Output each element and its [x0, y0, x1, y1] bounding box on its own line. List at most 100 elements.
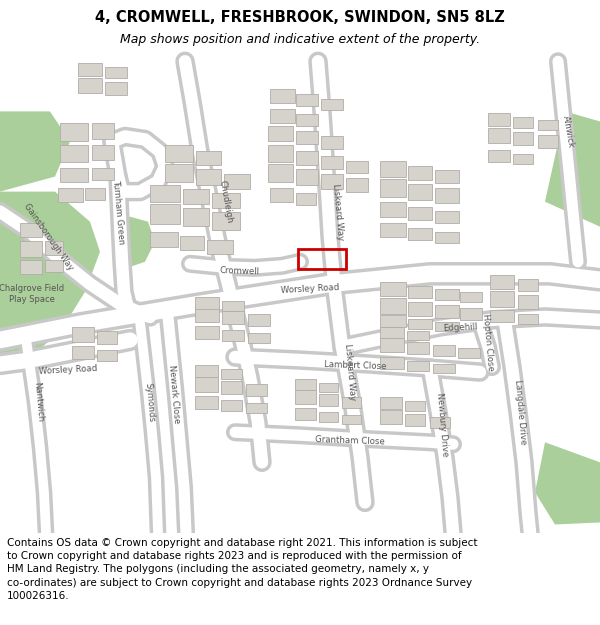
Bar [458, 348, 480, 358]
Bar [97, 331, 117, 344]
Bar [435, 289, 459, 300]
Bar [105, 68, 127, 78]
Bar [380, 410, 402, 424]
Bar [92, 168, 114, 179]
Bar [246, 384, 267, 396]
Bar [195, 297, 219, 309]
Bar [435, 305, 459, 318]
Bar [321, 136, 343, 149]
Bar [435, 169, 459, 182]
Bar [270, 109, 295, 123]
Bar [408, 184, 432, 199]
Bar [380, 222, 406, 237]
Text: Langdale Drive: Langdale Drive [512, 379, 527, 445]
Bar [538, 121, 558, 131]
Bar [268, 146, 293, 161]
Bar [319, 394, 338, 406]
Bar [380, 202, 406, 217]
Bar [380, 282, 406, 296]
Bar [248, 333, 270, 343]
Text: Alnwick: Alnwick [561, 114, 575, 148]
Bar [196, 169, 221, 184]
Bar [380, 397, 402, 409]
Bar [408, 207, 432, 219]
Bar [195, 307, 219, 322]
Text: Newark Close: Newark Close [167, 364, 181, 424]
Bar [408, 166, 432, 179]
Bar [405, 414, 425, 426]
Bar [196, 151, 221, 164]
Bar [342, 415, 361, 424]
Bar [20, 222, 42, 237]
Bar [518, 314, 538, 324]
Bar [221, 400, 242, 411]
Bar [408, 228, 432, 240]
Bar [60, 123, 88, 141]
Bar [212, 212, 240, 230]
Bar [407, 361, 429, 371]
Text: Worsley Road: Worsley Road [281, 283, 340, 295]
Text: Liskeard Way: Liskeard Way [343, 343, 357, 401]
Bar [295, 408, 316, 420]
Bar [183, 208, 209, 226]
Bar [150, 232, 178, 247]
Bar [490, 310, 514, 322]
Bar [296, 131, 318, 144]
Bar [268, 164, 293, 182]
Bar [221, 369, 242, 379]
Bar [538, 136, 558, 148]
Bar [45, 260, 63, 272]
Bar [321, 174, 343, 189]
Bar [78, 78, 102, 93]
Bar [433, 345, 455, 356]
Bar [165, 164, 193, 182]
Bar [295, 379, 316, 390]
Text: Chudleigh: Chudleigh [218, 179, 234, 224]
Bar [407, 331, 429, 340]
Bar [380, 161, 406, 177]
Bar [72, 327, 94, 342]
Bar [296, 151, 318, 164]
Bar [518, 279, 538, 291]
Bar [221, 381, 242, 394]
Polygon shape [0, 111, 70, 192]
Text: 4, CROMWELL, FRESHBROOK, SWINDON, SN5 8LZ: 4, CROMWELL, FRESHBROOK, SWINDON, SN5 8L… [95, 10, 505, 25]
Bar [460, 292, 482, 302]
Text: Nantwich: Nantwich [32, 382, 44, 423]
Bar [435, 188, 459, 202]
Bar [488, 149, 510, 161]
Bar [405, 401, 425, 411]
Text: Gainsborough Way: Gainsborough Way [22, 202, 74, 272]
Polygon shape [0, 192, 100, 362]
Text: Hopton Close: Hopton Close [481, 313, 495, 371]
Bar [342, 397, 361, 408]
Polygon shape [115, 217, 155, 267]
Bar [20, 260, 42, 274]
Bar [295, 390, 316, 404]
Bar [435, 322, 459, 331]
Bar [195, 326, 219, 339]
Bar [490, 291, 514, 307]
Text: Chalgrove Field
Play Space: Chalgrove Field Play Space [0, 284, 65, 304]
Bar [105, 82, 127, 96]
Bar [296, 192, 316, 204]
Bar [380, 338, 404, 352]
Bar [270, 89, 295, 103]
Bar [298, 249, 346, 269]
Bar [321, 156, 343, 169]
Bar [430, 418, 450, 428]
Bar [513, 132, 533, 146]
Bar [296, 94, 318, 106]
Bar [513, 154, 533, 164]
Bar [248, 314, 270, 326]
Bar [380, 327, 404, 338]
Text: Lambert Close: Lambert Close [323, 361, 386, 372]
Bar [183, 189, 209, 204]
Bar [165, 146, 193, 161]
Polygon shape [545, 111, 600, 227]
Bar [45, 241, 63, 255]
Bar [222, 301, 244, 311]
Bar [321, 99, 343, 111]
Bar [78, 63, 102, 76]
Bar [490, 275, 514, 289]
